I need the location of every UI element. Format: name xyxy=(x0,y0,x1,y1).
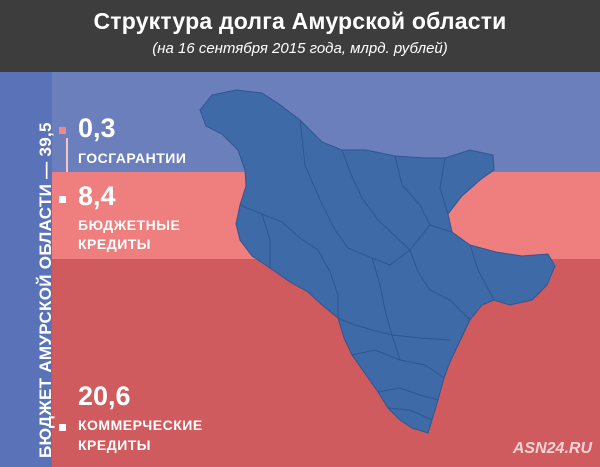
commercial-credits-label-line2: КРЕДИТЫ xyxy=(78,437,152,453)
commercial-credits-value: 20,6 xyxy=(78,381,131,411)
page-title: Структура долга Амурской области xyxy=(93,8,507,34)
budget-credits-value: 8,4 xyxy=(78,181,116,211)
budget-credits-label-line2: КРЕДИТЫ xyxy=(78,236,152,252)
guarantees-value: 0,3 xyxy=(78,113,116,143)
page-subtitle: (на 16 сентября 2015 года, млрд. рублей) xyxy=(152,40,448,57)
header: Структура долга Амурской области (на 16 … xyxy=(0,0,600,72)
budget-credits-marker xyxy=(59,196,66,203)
region-shape xyxy=(199,89,556,434)
district-borders xyxy=(239,119,495,421)
guarantees-label: ГОСГАРАНТИИ xyxy=(78,150,187,166)
commercial-credits-label-line1: КОММЕРЧЕСКИЕ xyxy=(78,417,203,433)
watermark: ASN24.RU xyxy=(512,440,592,457)
budget-bar xyxy=(0,72,52,467)
budget-credits-label-line1: БЮДЖЕТНЫЕ xyxy=(78,217,181,233)
guarantees-stem xyxy=(66,138,68,172)
guarantees-marker xyxy=(59,127,66,134)
commercial-credits-marker xyxy=(59,424,66,431)
